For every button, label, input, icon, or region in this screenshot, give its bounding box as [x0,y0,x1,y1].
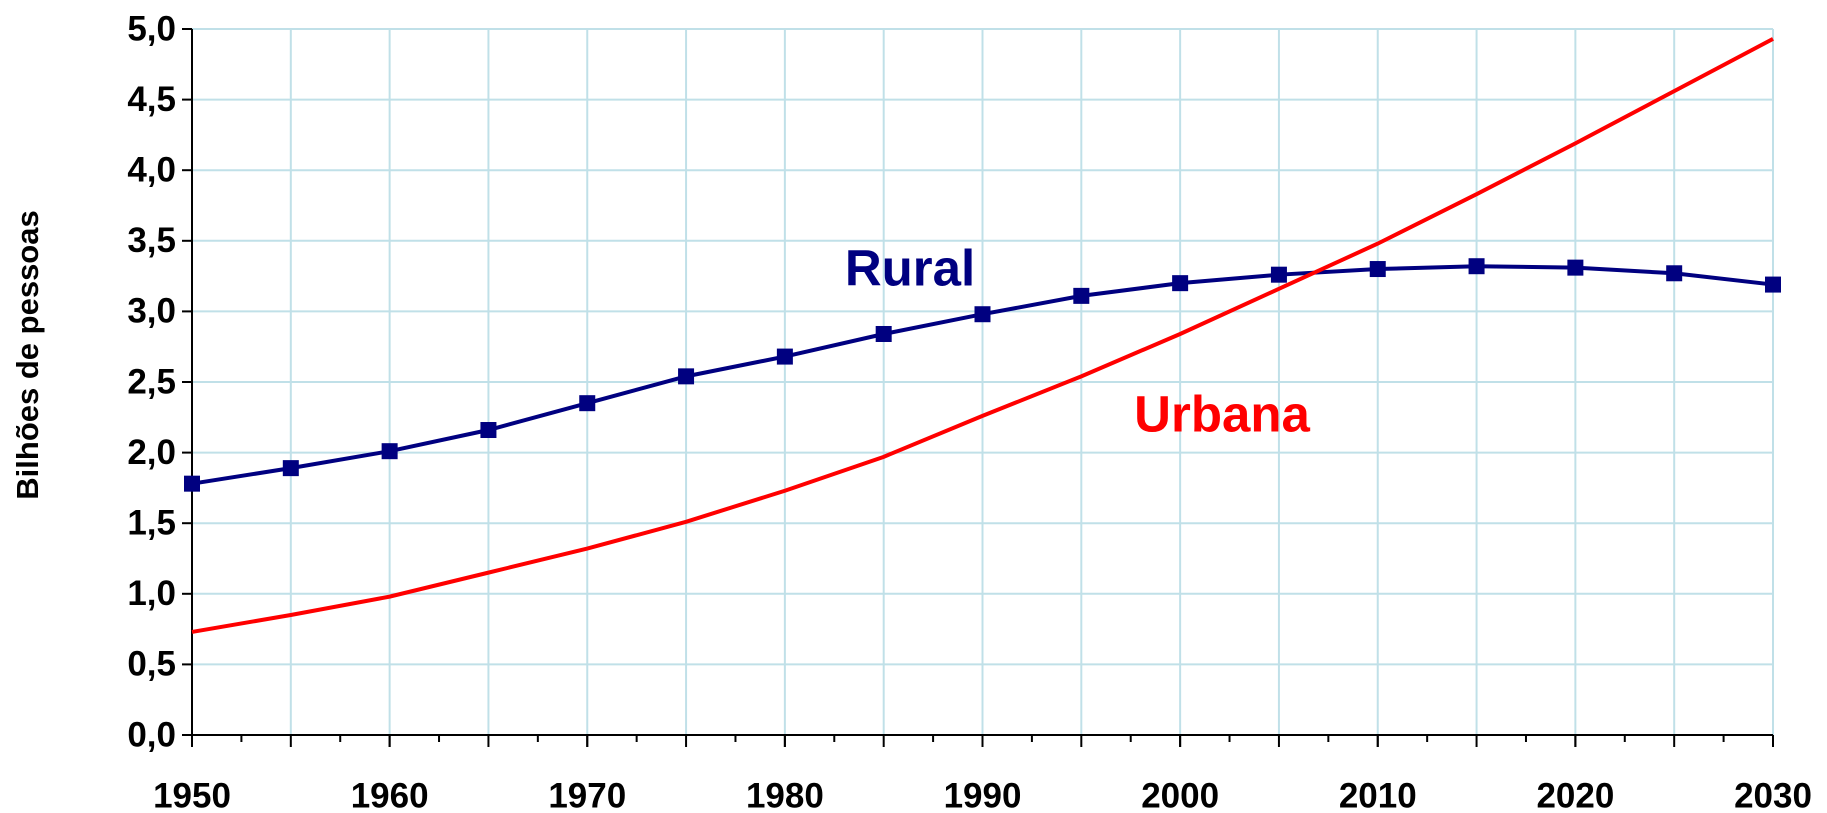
y-tick-label: 3,5 [127,221,176,260]
marker [579,395,596,412]
y-axis-label: Bilhões de pessoas [10,210,45,499]
x-tick-label: 2000 [1141,776,1219,813]
marker [282,460,299,477]
marker [1073,287,1090,304]
x-tick-label: 1980 [746,776,824,813]
x-tick-label: 2020 [1536,776,1614,813]
y-tick-label: 2,5 [127,362,176,401]
marker [974,306,991,323]
marker [480,422,497,439]
marker [1270,266,1287,283]
marker [1567,259,1584,276]
x-tick-label: 2030 [1734,776,1812,813]
marker [381,443,398,460]
marker [1369,261,1386,278]
marker [875,325,892,342]
series-line [191,37,1774,634]
marker [1172,275,1189,292]
y-tick-label: 0,0 [127,715,176,754]
marker [678,368,695,385]
marker [776,348,793,365]
y-tick-label: 0,5 [127,645,176,684]
series-label: Rural [845,239,975,296]
y-tick-label: 5,0 [127,9,176,48]
x-tick-label: 1960 [351,776,429,813]
marker [1765,276,1781,293]
y-tick-label: 1,0 [127,574,176,613]
marker [1666,265,1683,282]
marker [184,475,200,492]
y-tick-label: 2,0 [127,433,176,472]
x-tick-label: 1990 [944,776,1022,813]
y-tick-label: 1,5 [127,503,176,542]
series-label: Urbana [1134,385,1310,442]
x-tick-label: 1950 [153,776,231,813]
y-tick-label: 4,0 [127,150,176,189]
marker [1468,258,1485,275]
y-tick-label: 4,5 [127,80,176,119]
x-tick-label: 2010 [1339,776,1417,813]
x-tick-label: 1970 [548,776,626,813]
y-tick-label: 3,0 [127,292,176,331]
